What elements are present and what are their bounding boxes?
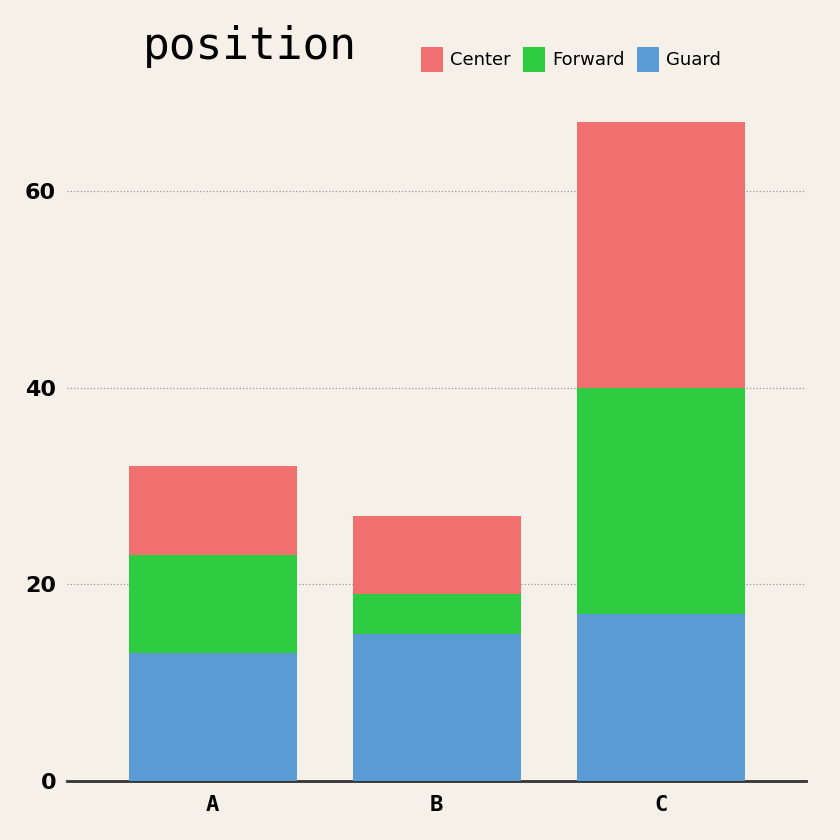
Bar <box>353 633 521 781</box>
Bar <box>353 516 521 594</box>
Bar <box>577 122 745 387</box>
Bar <box>129 555 297 654</box>
Bar <box>353 594 521 633</box>
Text: position: position <box>143 24 357 68</box>
Bar <box>577 387 745 614</box>
Bar <box>129 654 297 781</box>
Bar <box>129 466 297 555</box>
Legend: Center, Forward, Guard: Center, Forward, Guard <box>421 47 722 72</box>
Bar <box>577 614 745 781</box>
